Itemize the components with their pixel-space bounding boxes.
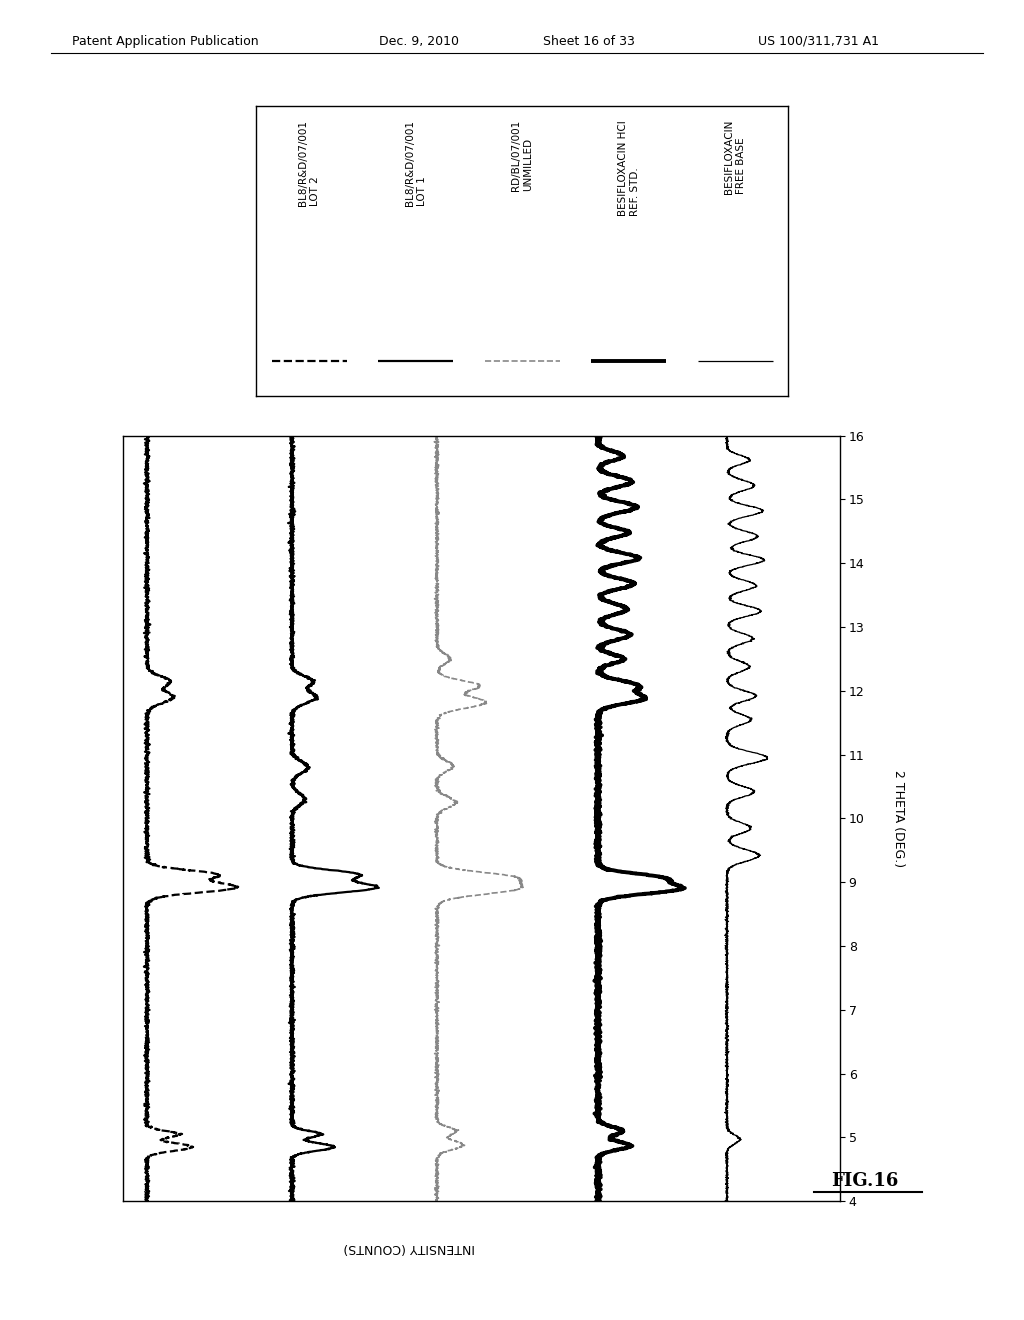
Text: US 100/311,731 A1: US 100/311,731 A1 (758, 34, 879, 48)
Text: BESIFLOXACIN HCl
REF. STD.: BESIFLOXACIN HCl REF. STD. (617, 120, 640, 216)
Text: RD/BL/07/001
UNMILLED: RD/BL/07/001 UNMILLED (511, 120, 534, 191)
Text: INTENSITY (COUNTS): INTENSITY (COUNTS) (344, 1241, 475, 1254)
Text: BL8/R&D/07/001
LOT 2: BL8/R&D/07/001 LOT 2 (298, 120, 321, 206)
Text: Sheet 16 of 33: Sheet 16 of 33 (543, 34, 635, 48)
Text: FIG.16: FIG.16 (831, 1172, 899, 1191)
Y-axis label: 2 THETA (DEG.): 2 THETA (DEG.) (892, 770, 905, 867)
Text: Patent Application Publication: Patent Application Publication (72, 34, 258, 48)
Text: BESIFLOXACIN
FREE BASE: BESIFLOXACIN FREE BASE (724, 120, 746, 194)
Text: Dec. 9, 2010: Dec. 9, 2010 (379, 34, 459, 48)
Text: BL8/R&D/07/001
LOT 1: BL8/R&D/07/001 LOT 1 (404, 120, 427, 206)
